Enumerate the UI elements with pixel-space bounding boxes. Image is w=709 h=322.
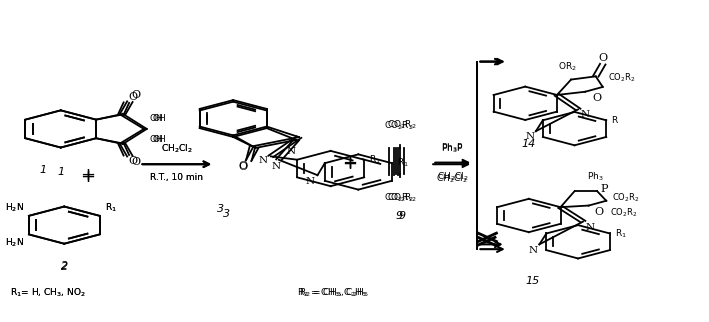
Text: O: O [238, 162, 247, 172]
Text: 15: 15 [525, 276, 540, 286]
Text: O: O [238, 161, 247, 171]
Text: CO$_2$R$_2$: CO$_2$R$_2$ [608, 72, 636, 84]
Text: R$_1$: R$_1$ [104, 202, 116, 214]
Text: N: N [271, 162, 280, 171]
Text: R$_2$ = CH$_3$, C$_2$H$_5$: R$_2$ = CH$_3$, C$_2$H$_5$ [299, 286, 369, 299]
Text: 9: 9 [398, 211, 406, 221]
Text: R: R [611, 116, 618, 125]
Text: CO$_2$R$_2$: CO$_2$R$_2$ [610, 207, 637, 219]
Text: 1: 1 [57, 167, 65, 177]
Text: Ph$_3$P: Ph$_3$P [442, 141, 464, 154]
Text: O: O [128, 92, 138, 102]
Text: R$_1$: R$_1$ [369, 154, 381, 166]
Text: R.T., 10 min: R.T., 10 min [150, 173, 203, 182]
Text: CO$_2$R$_2$: CO$_2$R$_2$ [387, 118, 417, 130]
Text: CO$_2$R$_2$: CO$_2$R$_2$ [387, 192, 417, 204]
Text: 9: 9 [395, 211, 402, 221]
Text: O: O [131, 90, 140, 100]
Text: N: N [529, 246, 538, 255]
Text: R$_1$: R$_1$ [615, 227, 627, 240]
Text: N: N [586, 223, 595, 232]
Text: Ph$_3$P: Ph$_3$P [441, 143, 464, 155]
Text: OR$_2$: OR$_2$ [558, 61, 577, 73]
Text: 2: 2 [61, 262, 68, 272]
Text: CH$_2$Cl$_2$: CH$_2$Cl$_2$ [437, 171, 469, 183]
Text: O: O [594, 207, 603, 217]
Text: CH$_2$Cl$_2$: CH$_2$Cl$_2$ [161, 143, 193, 155]
Text: OH: OH [152, 114, 166, 123]
Text: Ph$_3$: Ph$_3$ [587, 171, 604, 183]
Text: H$_2$N: H$_2$N [5, 201, 24, 214]
Text: +: + [80, 168, 95, 186]
Text: 3: 3 [217, 204, 224, 214]
Text: 14: 14 [522, 139, 536, 149]
Text: O: O [131, 157, 140, 167]
Text: OH: OH [152, 135, 166, 144]
Text: 1: 1 [40, 165, 47, 175]
Text: H$_2$N: H$_2$N [5, 236, 24, 249]
Text: O: O [592, 93, 601, 103]
Text: +: + [342, 155, 357, 173]
Text: R$_2$ = CH$_3$, C$_2$H$_5$: R$_2$ = CH$_3$, C$_2$H$_5$ [297, 286, 367, 299]
Text: 3: 3 [223, 209, 230, 219]
Text: N: N [525, 132, 535, 141]
Text: N: N [581, 110, 590, 119]
Text: +: + [80, 166, 95, 185]
Text: N: N [287, 147, 296, 156]
Text: P: P [601, 184, 608, 194]
Text: R$_1$= H, CH$_3$, NO$_2$: R$_1$= H, CH$_3$, NO$_2$ [10, 286, 86, 299]
Text: H$_2$N: H$_2$N [5, 201, 24, 214]
Text: +: + [342, 154, 357, 172]
Text: CH$_2$Cl$_2$: CH$_2$Cl$_2$ [161, 143, 193, 155]
Text: R$_1$: R$_1$ [104, 202, 116, 214]
Text: R$_1$: R$_1$ [397, 157, 408, 169]
Text: O: O [598, 53, 608, 63]
Text: H$_2$N: H$_2$N [5, 236, 24, 249]
Text: R.T., 10 min: R.T., 10 min [150, 173, 203, 182]
Text: R$_1$= H, CH$_3$, NO$_2$: R$_1$= H, CH$_3$, NO$_2$ [10, 287, 86, 299]
Text: N: N [258, 156, 267, 165]
Text: CO$_2$R$_2$: CO$_2$R$_2$ [612, 191, 640, 204]
Text: CO$_2$R$_2$: CO$_2$R$_2$ [384, 120, 413, 132]
Text: OH: OH [150, 135, 163, 144]
Text: O: O [128, 156, 138, 166]
Text: OH: OH [150, 114, 163, 123]
Text: CH$_2$Cl$_2$: CH$_2$Cl$_2$ [436, 172, 468, 185]
Text: 2: 2 [61, 261, 68, 271]
Text: N: N [306, 177, 315, 186]
Text: CO$_2$R$_2$: CO$_2$R$_2$ [384, 191, 413, 204]
